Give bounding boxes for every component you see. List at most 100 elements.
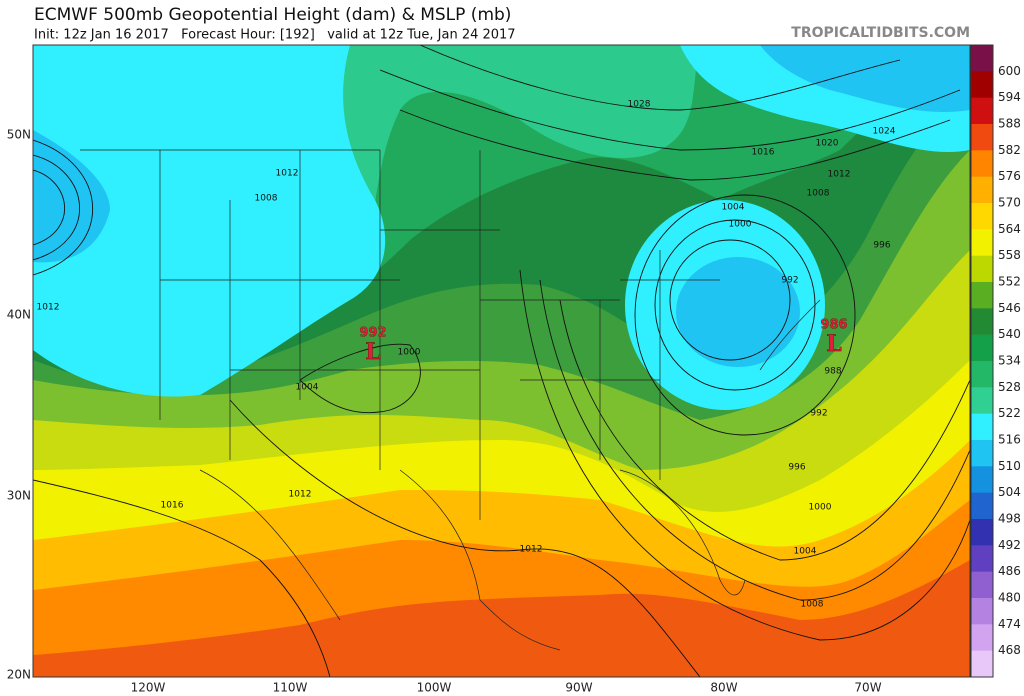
colorbar-segment — [971, 282, 993, 309]
colorbar-label: 594 — [998, 90, 1021, 104]
isobar-label: 992 — [781, 276, 798, 286]
colorbar-segment — [971, 413, 993, 441]
coastline — [199, 299, 821, 651]
colorbar-label: 492 — [998, 538, 1021, 552]
isobar-label: 1004 — [296, 383, 319, 393]
colorbar-segment — [971, 466, 993, 494]
band — [676, 257, 800, 367]
colorbar-segment — [971, 492, 993, 520]
isobar-label: 1016 — [161, 501, 184, 511]
isobar — [419, 45, 901, 111]
isobar-label: 1004 — [722, 203, 745, 213]
state-border — [80, 149, 720, 520]
isobar-label: 1012 — [37, 303, 60, 313]
isobar — [33, 479, 331, 677]
colorbar-label: 588 — [998, 117, 1021, 131]
colorbar-label: 516 — [998, 433, 1021, 447]
isobar-label: 1012 — [276, 169, 299, 179]
colorbar-segment — [971, 176, 993, 204]
longitude-label: 100W — [417, 681, 452, 695]
colorbar-label: 546 — [998, 301, 1021, 315]
colorbar-label: 480 — [998, 591, 1021, 605]
colorbar-segment — [971, 361, 993, 388]
isobar — [379, 69, 961, 151]
longitude-label: 70W — [854, 681, 881, 695]
isobar-label: 1016 — [752, 148, 775, 158]
colorbar-segment — [971, 598, 993, 625]
colorbar-label: 570 — [998, 196, 1021, 210]
colorbar-segment — [971, 387, 993, 415]
isobar — [539, 279, 970, 601]
subtitle: Init: 12z Jan 16 2017 Forecast Hour: [19… — [34, 28, 516, 43]
isobar-label: 1000 — [809, 503, 832, 513]
colorbar-label: 498 — [998, 512, 1021, 526]
isobar-label: 1028 — [628, 100, 651, 110]
colorbar-frame — [970, 44, 994, 678]
colorbar-label: 576 — [998, 169, 1021, 183]
map-frame — [32, 44, 971, 678]
colorbar-label: 474 — [998, 617, 1021, 631]
map-field — [33, 45, 970, 677]
latitude-label: 50N — [7, 128, 31, 142]
isobar — [229, 399, 701, 677]
band — [33, 45, 386, 397]
colorbar-segment — [971, 519, 993, 546]
colorbar-label: 600 — [998, 64, 1021, 78]
colorbar-label: 528 — [998, 380, 1021, 394]
low-pressure: 986 — [820, 318, 847, 333]
longitude-label: 90W — [565, 681, 592, 695]
low-pressure: 992 — [359, 326, 386, 341]
colorbar-segment — [971, 45, 993, 72]
isobar-label: 1012 — [520, 545, 543, 555]
latitude-label: 20N — [7, 668, 31, 682]
colorbar-segment — [971, 124, 993, 151]
colorbar-label: 522 — [998, 406, 1021, 420]
source: TROPICALTIDBITS.COM — [791, 25, 970, 41]
isobar — [33, 139, 94, 276]
colorbar-segment — [971, 150, 993, 178]
isobar-label: 1012 — [828, 170, 851, 180]
colorbar-segment — [971, 308, 993, 336]
colorbar-label: 582 — [998, 143, 1021, 157]
colorbar-segment — [971, 97, 993, 125]
low-symbol: L — [826, 331, 841, 357]
isobar-label: 1000 — [398, 348, 421, 358]
isobar-label: 988 — [824, 367, 841, 377]
isobar-label: 1000 — [729, 220, 752, 230]
title: ECMWF 500mb Geopotential Height (dam) & … — [34, 5, 511, 25]
latitude-label: 30N — [7, 489, 31, 503]
colorbar-segment — [971, 440, 993, 467]
colorbar-segment — [971, 334, 993, 362]
latitude-label: 40N — [7, 308, 31, 322]
longitude-label: 110W — [273, 681, 308, 695]
colorbar-label: 558 — [998, 248, 1021, 262]
colorbar-segment — [971, 624, 993, 652]
colorbar-segment — [971, 545, 993, 573]
colorbar-segment — [971, 255, 993, 283]
isobar-label: 1008 — [807, 189, 830, 199]
colorbar-label: 510 — [998, 459, 1021, 473]
colorbar-label: 552 — [998, 275, 1021, 289]
isobar-label: 1024 — [873, 127, 896, 137]
isobar-label: 1004 — [794, 547, 817, 557]
isobar — [634, 194, 856, 436]
overlay: 600 594 588 582 576 570 564 558 552 546 540 534 528 5… — [7, 44, 1021, 695]
colorbar-segment — [971, 71, 993, 99]
colorbar-segment — [971, 203, 993, 230]
colorbar-label: 540 — [998, 327, 1021, 341]
colorbar-segment — [971, 650, 993, 678]
isobar-label: 992 — [810, 409, 827, 419]
longitude-label: 80W — [710, 681, 737, 695]
isobar — [399, 109, 951, 181]
isobar-label: 1008 — [255, 194, 278, 204]
colorbar-segment — [971, 571, 993, 599]
isobar-label: 996 — [873, 241, 890, 251]
colorbar-label: 486 — [998, 564, 1021, 578]
isobar — [669, 239, 791, 361]
colorbar-label: 468 — [998, 643, 1021, 657]
low-symbol: L — [365, 339, 380, 365]
band — [760, 45, 970, 112]
colorbar-label: 504 — [998, 485, 1021, 499]
